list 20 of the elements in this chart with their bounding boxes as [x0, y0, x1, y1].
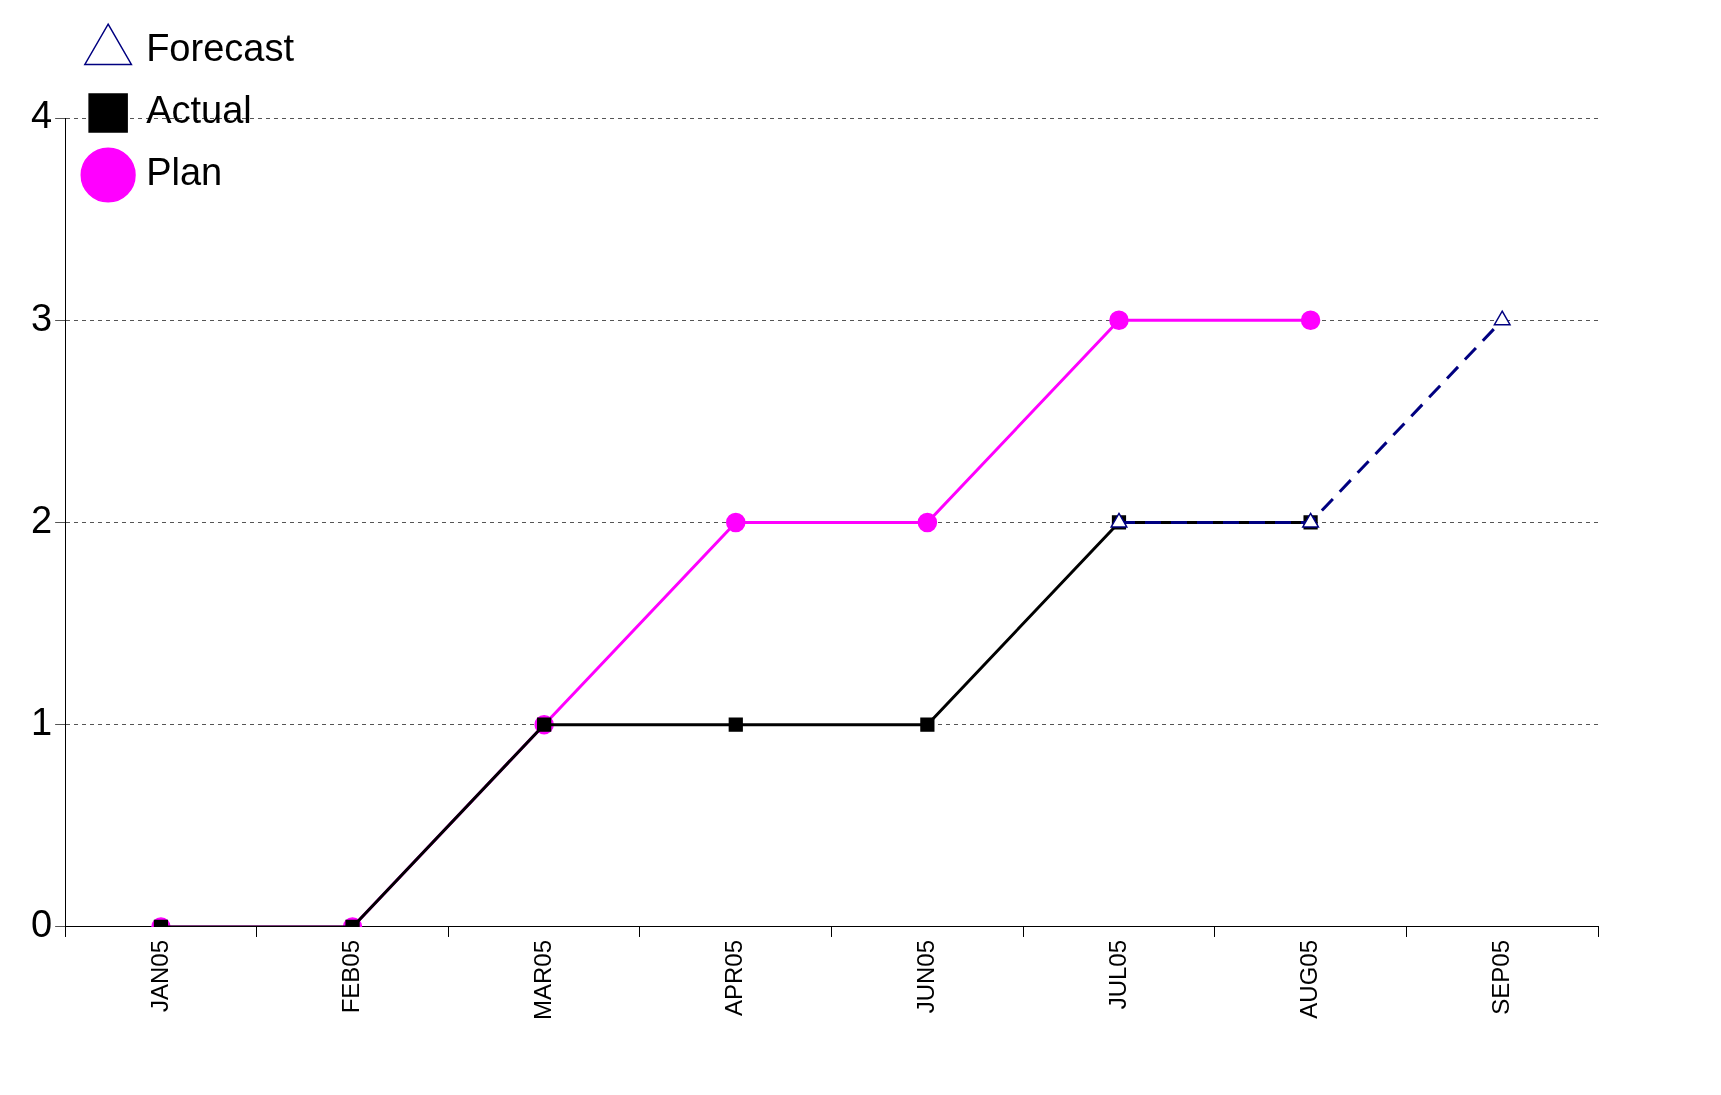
- x-tick-label: MAR05: [528, 939, 556, 1020]
- y-tick-label: 2: [30, 498, 53, 541]
- legend-label: Actual: [146, 89, 252, 132]
- legend-label: Forecast: [146, 27, 295, 70]
- x-tick-label: SEP05: [1486, 939, 1514, 1015]
- y-tick-label: 0: [30, 903, 53, 946]
- x-tick-label: APR05: [720, 939, 748, 1017]
- y-tick-label: 4: [30, 94, 53, 137]
- x-tick-label: FEB05: [337, 939, 365, 1014]
- point: [726, 512, 746, 533]
- point: [917, 512, 938, 533]
- x-tick-label: JAN05: [145, 939, 173, 1013]
- legend-label: Plan: [146, 151, 223, 194]
- x-tick-label: JUN05: [912, 939, 939, 1014]
- point: [1109, 310, 1129, 330]
- x-tick-label: AUG05: [1295, 939, 1323, 1019]
- y-tick-label: 1: [30, 701, 53, 744]
- y-tick-label: 3: [30, 296, 53, 339]
- point: [1300, 310, 1321, 330]
- x-tick-label: JUL05: [1103, 939, 1131, 1010]
